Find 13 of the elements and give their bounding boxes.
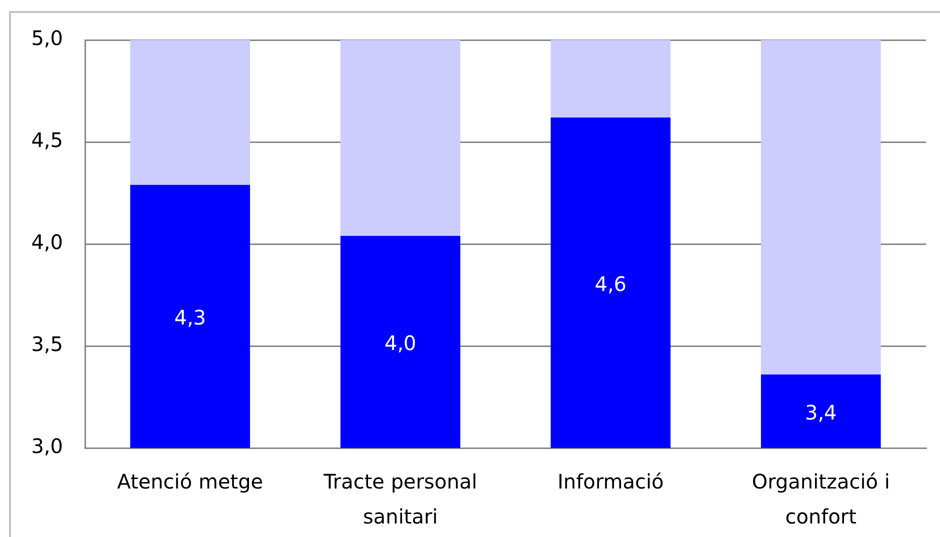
y-tick-label: 4,0 xyxy=(31,230,63,254)
y-tick-label: 5,0 xyxy=(31,26,63,50)
y-tick-label: 4,5 xyxy=(31,128,63,152)
data-label: 4,3 xyxy=(174,306,206,330)
data-label: 4,0 xyxy=(384,331,416,356)
x-tick-label: Organització i confort xyxy=(752,470,890,529)
x-tick-label: Informació xyxy=(558,470,664,494)
data-label: 4,6 xyxy=(594,272,627,296)
x-tick-label: Atenció metge xyxy=(117,470,264,494)
x-tick-label: Tracte personal sanitari xyxy=(322,470,478,529)
data-label: 3,4 xyxy=(804,400,837,424)
y-tick-label: 3,0 xyxy=(31,434,63,458)
y-tick-label: 3,5 xyxy=(31,332,63,356)
